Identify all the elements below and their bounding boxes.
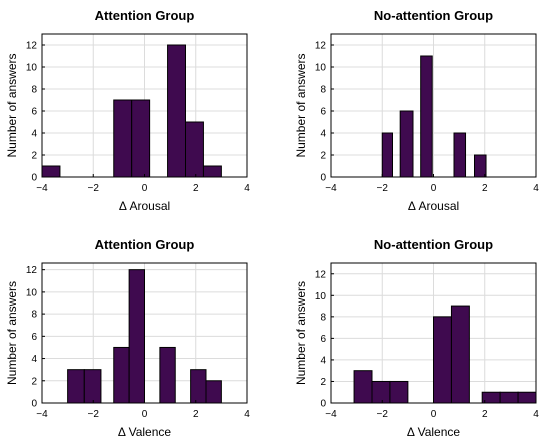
- x-tick-label: −2: [88, 409, 100, 420]
- y-tick-label: 12: [26, 265, 38, 276]
- y-tick-label: 8: [320, 85, 326, 96]
- x-tick-label: 0: [142, 409, 148, 420]
- y-tick-label: 10: [315, 63, 327, 74]
- y-tick-label: 2: [31, 376, 37, 387]
- y-tick-label: 2: [31, 151, 37, 162]
- y-tick-label: 6: [320, 334, 326, 345]
- chart-title: Attention Group: [95, 237, 195, 252]
- y-axis-label: Number of answers: [294, 53, 308, 157]
- y-tick-label: 0: [320, 399, 326, 410]
- histogram-bar: [433, 316, 452, 404]
- histogram-bar: [41, 165, 61, 178]
- histogram-bar: [83, 369, 102, 404]
- y-tick-label: 10: [26, 287, 38, 298]
- x-tick-label: 2: [482, 183, 488, 194]
- x-axis-label: Δ Valence: [407, 425, 460, 439]
- y-tick-label: 0: [31, 399, 37, 410]
- x-tick-label: 4: [244, 409, 250, 420]
- x-tick-label: 2: [193, 183, 199, 194]
- y-tick-label: 6: [31, 107, 37, 118]
- y-axis-label: Number of answers: [5, 53, 19, 157]
- histogram-bar: [499, 391, 519, 404]
- histogram-bar: [453, 132, 467, 178]
- y-tick-label: 0: [320, 173, 326, 184]
- y-tick-label: 10: [315, 291, 327, 302]
- x-tick-label: 4: [244, 183, 250, 194]
- x-tick-label: 0: [431, 409, 437, 420]
- x-axis-label: Δ Arousal: [408, 199, 459, 213]
- y-tick-label: 8: [31, 85, 37, 96]
- histogram-bar: [389, 380, 409, 404]
- x-tick-label: −4: [36, 183, 48, 194]
- x-tick-label: 2: [193, 409, 199, 420]
- y-axis-label: Number of answers: [5, 281, 19, 385]
- y-axis-label: Number of answers: [294, 281, 308, 385]
- x-tick-label: −2: [377, 409, 389, 420]
- y-tick-label: 2: [320, 151, 326, 162]
- y-tick-label: 0: [31, 173, 37, 184]
- subplot-4: −4 −2 0 2 4 0 2 4 6 8 10 12 No-attention Group Δ Vale…: [294, 237, 539, 439]
- histogram-bar: [517, 391, 537, 404]
- histogram-bar: [205, 380, 222, 404]
- x-tick-label: −4: [325, 409, 337, 420]
- y-tick-label: 4: [31, 129, 37, 140]
- y-tick-label: 12: [26, 41, 38, 52]
- histogram-bar: [167, 44, 186, 178]
- chart-title: Attention Group: [95, 8, 195, 23]
- histogram-bar: [399, 110, 414, 178]
- y-tick-label: 4: [320, 355, 326, 366]
- chart-title: No-attention Group: [374, 237, 493, 252]
- y-tick-label: 6: [31, 332, 37, 343]
- x-tick-label: −4: [325, 183, 337, 194]
- histogram-bar: [113, 346, 130, 404]
- histogram-bar: [185, 121, 204, 178]
- histogram-bar: [371, 380, 391, 404]
- chart-title: No-attention Group: [374, 8, 493, 23]
- histogram-bar: [67, 369, 85, 404]
- y-tick-label: 4: [31, 354, 37, 365]
- y-tick-label: 10: [26, 63, 38, 74]
- x-tick-label: 4: [533, 183, 539, 194]
- histogram-bar: [159, 346, 176, 404]
- subplot-1: −4 −2 0 2 4 0 2 4 6 8 10 12 Attention Group Δ Arousal…: [5, 8, 250, 213]
- x-tick-label: −2: [377, 183, 389, 194]
- y-tick-label: 12: [315, 269, 327, 280]
- histogram-bar: [474, 154, 487, 178]
- y-tick-label: 2: [320, 377, 326, 388]
- histogram-bar: [381, 132, 393, 178]
- y-tick-label: 8: [320, 312, 326, 323]
- histogram-bar: [128, 269, 145, 404]
- subplot-2: −4 −2 0 2 4 0 2 4 6 8 10 12 No-attention Group Δ Arou…: [294, 8, 539, 213]
- y-tick-label: 6: [320, 107, 326, 118]
- subplot-3: −4 −2 0 2 4 0 2 4 6 8 10 12 Attention Group Δ Valence…: [5, 237, 250, 439]
- x-tick-label: 0: [431, 183, 437, 194]
- histogram-bar: [420, 55, 433, 178]
- y-tick-label: 12: [315, 41, 327, 52]
- x-tick-label: −4: [36, 409, 48, 420]
- histogram-bar: [131, 99, 151, 178]
- histogram-bar: [353, 370, 373, 404]
- x-tick-label: −2: [88, 183, 100, 194]
- x-tick-label: 4: [533, 409, 539, 420]
- x-tick-label: 0: [142, 183, 148, 194]
- x-tick-label: 2: [482, 409, 488, 420]
- y-tick-label: 4: [320, 129, 326, 140]
- x-axis-label: Δ Valence: [118, 425, 171, 439]
- histogram-bar: [113, 99, 133, 178]
- x-axis-label: Δ Arousal: [119, 199, 170, 213]
- y-tick-label: 8: [31, 310, 37, 321]
- histogram-bar: [202, 165, 222, 178]
- histogram-bar: [190, 369, 207, 404]
- histogram-bar: [450, 305, 470, 404]
